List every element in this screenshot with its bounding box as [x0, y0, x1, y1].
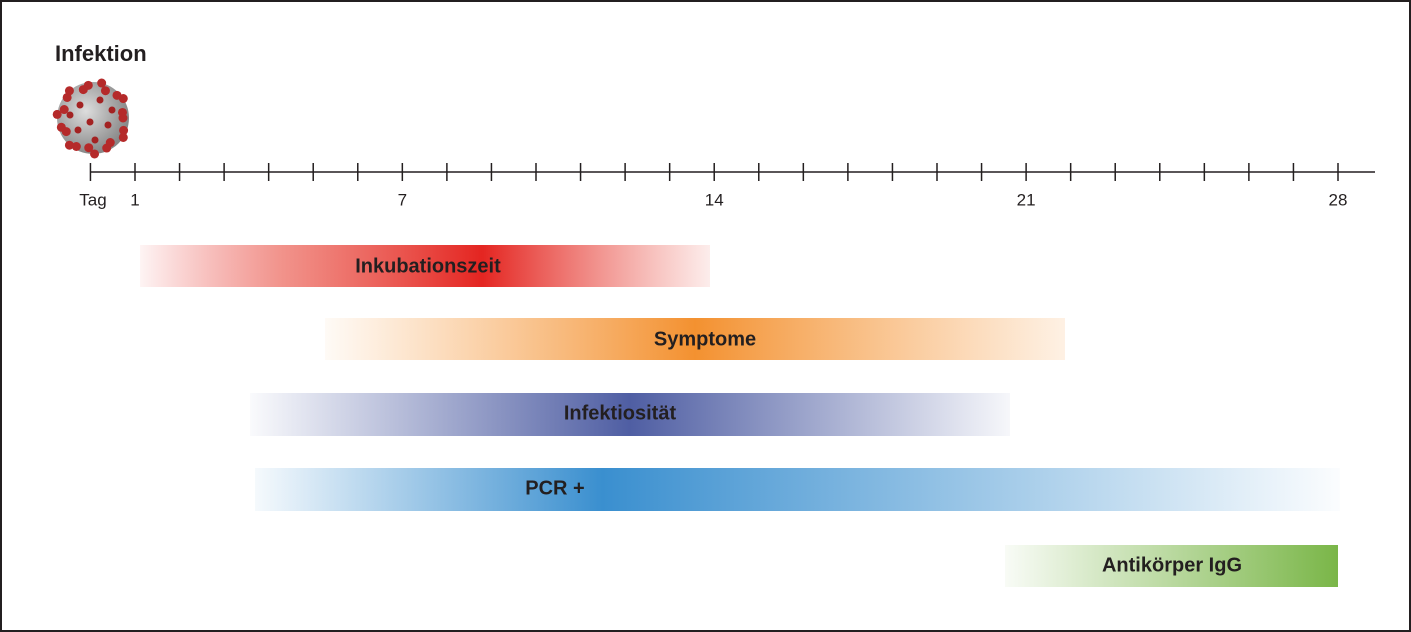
virus-spike: [71, 141, 81, 151]
virus-spike: [83, 80, 93, 90]
tick-label: 1: [130, 190, 139, 209]
tick-label: 14: [705, 190, 724, 209]
virus-spike: [84, 143, 94, 153]
virus-spike: [100, 86, 110, 96]
virus-spike: [117, 107, 127, 117]
virus-spike: [76, 101, 84, 109]
bar: [325, 318, 1065, 360]
virus-spike: [102, 143, 112, 153]
bar-label: Inkubationszeit: [355, 255, 501, 277]
title: Infektion: [55, 41, 147, 66]
bar: [1005, 545, 1338, 587]
virus-spike: [97, 78, 107, 88]
virus-spike: [119, 125, 129, 135]
bar-label: Antikörper IgG: [1102, 554, 1242, 576]
virus-spike: [104, 121, 112, 129]
virus-spike: [52, 109, 62, 119]
virus-spike: [64, 86, 74, 96]
virus-spike: [56, 122, 66, 132]
bar-label: Symptome: [654, 328, 756, 350]
virus-spike: [118, 94, 128, 104]
virus-spike: [74, 126, 82, 134]
tick-label: 28: [1329, 190, 1348, 209]
virus-spike: [86, 118, 94, 126]
tick-label: 7: [398, 190, 407, 209]
virus-spike: [90, 149, 100, 159]
virus-spike: [91, 136, 99, 144]
axis-unit-label: Tag: [79, 190, 106, 209]
virus-spike: [108, 106, 116, 114]
virus-icon: [52, 78, 129, 159]
virus-spike: [66, 111, 74, 119]
bar: [250, 393, 1010, 436]
virus-spike: [64, 140, 74, 150]
bar-label: PCR +: [525, 477, 584, 499]
tick-label: 21: [1017, 190, 1036, 209]
bar: [255, 468, 1340, 511]
virus-spike: [59, 105, 69, 115]
virus-spike: [96, 96, 104, 104]
bar: [140, 245, 710, 287]
bar-label: Infektiosität: [564, 402, 677, 424]
virus-spike: [118, 132, 128, 142]
tick-marks: [89, 163, 1339, 181]
